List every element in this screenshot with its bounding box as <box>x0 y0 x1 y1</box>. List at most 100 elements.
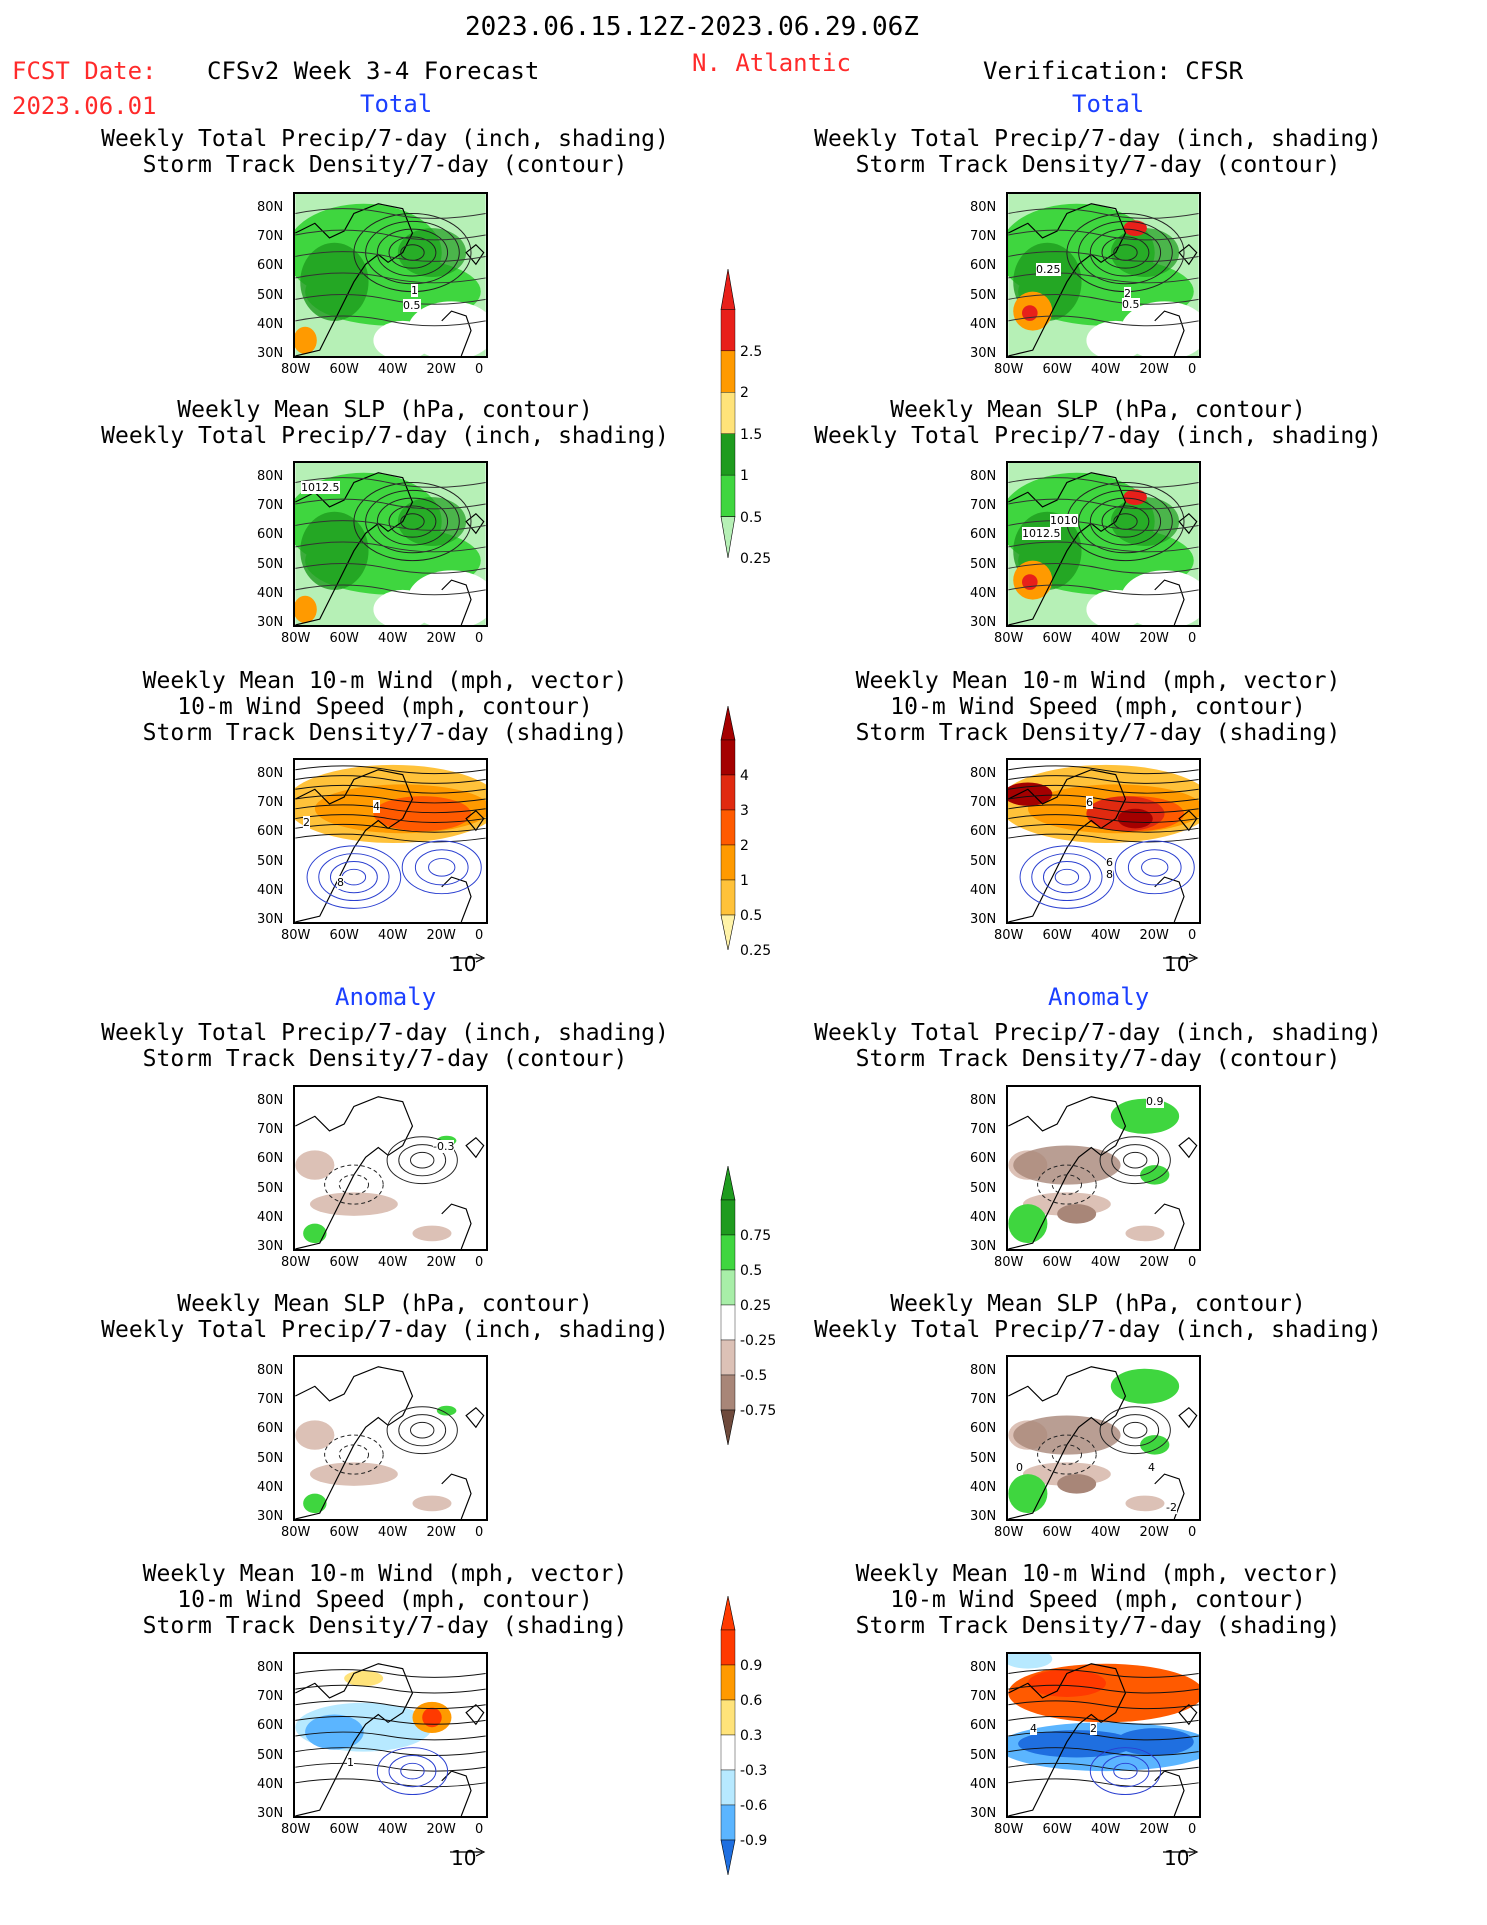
lon-tick-label: 0 <box>475 1822 484 1837</box>
lon-tick-label: 0 <box>1188 1525 1197 1540</box>
contour-label: 2 <box>303 816 310 829</box>
lat-tick-label: 60N <box>970 824 997 840</box>
lat-tick-label: 60N <box>970 1718 997 1734</box>
contour-label: 0.9 <box>1146 1095 1164 1108</box>
lon-tick-label: 0 <box>1188 1255 1197 1270</box>
lon-tick-label: 20W <box>1139 362 1169 377</box>
vector-reference-label: 10 <box>1164 1846 1190 1870</box>
lat-tick-label: 40N <box>970 316 997 332</box>
lat-tick-label: 40N <box>257 1209 284 1225</box>
contour-label: 0 <box>1016 1461 1023 1474</box>
lon-tick-label: 20W <box>426 631 456 646</box>
lat-tick-label: 30N <box>257 1239 284 1254</box>
lat-tick-label: 70N <box>257 229 284 245</box>
colorbar-label: -0.25 <box>740 1333 777 1349</box>
lon-tick-label: 60W <box>1042 1255 1072 1270</box>
colorbar-label: -0.3 <box>740 1763 768 1779</box>
lat-tick-label: 80N <box>257 1363 284 1378</box>
colorbar-label: 0.6 <box>740 1693 763 1709</box>
lon-tick-label: 40W <box>378 1525 408 1540</box>
colorbar-label: 0.25 <box>740 943 772 959</box>
map-panel <box>1006 758 1201 924</box>
lat-tick-label: 80N <box>970 766 997 781</box>
lon-tick-label: 0 <box>1188 1822 1197 1837</box>
lon-tick-label: 20W <box>1139 631 1169 646</box>
lat-tick-label: 40N <box>970 585 997 601</box>
panel-title-line: Storm Track Density/7-day (shading) <box>855 720 1341 746</box>
anomaly-label-right: Anomaly <box>1048 983 1150 1011</box>
colorbar-label: -0.6 <box>740 1798 768 1814</box>
lat-tick-label: 70N <box>257 1689 284 1705</box>
panel-title-line: Weekly Mean 10-m Wind (mph, vector) <box>855 668 1341 694</box>
contour-label: 1012.5 <box>301 481 340 494</box>
lat-tick-label: 80N <box>257 1093 284 1108</box>
lat-tick-label: 70N <box>970 229 997 245</box>
lat-tick-label: 60N <box>970 527 997 543</box>
lat-tick-label: 30N <box>257 615 284 630</box>
panel-title-line: Weekly Mean 10-m Wind (mph, vector) <box>142 1561 628 1587</box>
lat-tick-label: 30N <box>257 1509 284 1524</box>
vector-reference-arrow <box>448 1838 488 1862</box>
colorbar-label: 0.3 <box>740 1728 763 1744</box>
lon-tick-label: 0 <box>1188 928 1197 943</box>
lon-tick-label: 40W <box>378 1822 408 1837</box>
lon-tick-label: 40W <box>378 631 408 646</box>
lat-tick-label: 70N <box>970 498 997 514</box>
colorbar-label: 1 <box>740 873 749 889</box>
panel-title-line: 10-m Wind Speed (mph, contour) <box>177 1587 593 1613</box>
lon-tick-label: 20W <box>1139 928 1169 943</box>
panel-title-line: Weekly Total Precip/7-day (inch, shading… <box>101 126 669 152</box>
lat-tick-label: 50N <box>970 287 997 303</box>
lat-tick-label: 50N <box>970 556 997 572</box>
lon-tick-label: 60W <box>1042 362 1072 377</box>
map-panel <box>1006 1085 1201 1251</box>
lon-tick-label: 20W <box>426 1255 456 1270</box>
lat-tick-label: 70N <box>257 795 284 811</box>
lat-tick-label: 60N <box>970 1151 997 1167</box>
lon-tick-label: 80W <box>994 631 1024 646</box>
lon-tick-label: 40W <box>378 1255 408 1270</box>
lat-tick-label: 60N <box>257 1718 284 1734</box>
lon-tick-label: 80W <box>994 362 1024 377</box>
lat-tick-label: 80N <box>970 1093 997 1108</box>
lat-tick-label: 80N <box>970 469 997 484</box>
lon-tick-label: 20W <box>1139 1822 1169 1837</box>
lat-tick-label: 70N <box>970 1392 997 1408</box>
lat-tick-label: 30N <box>970 912 997 927</box>
panel-title-line: Storm Track Density/7-day (shading) <box>142 720 628 746</box>
lat-tick-label: 40N <box>257 585 284 601</box>
panel-title-line: 10-m Wind Speed (mph, contour) <box>890 694 1306 720</box>
lon-tick-label: 0 <box>475 631 484 646</box>
panel-title-line: Storm Track Density/7-day (contour) <box>855 1046 1341 1072</box>
contour-label: 2 <box>1124 287 1131 300</box>
panel-title-line: Storm Track Density/7-day (contour) <box>855 152 1341 178</box>
vector-reference-arrow <box>1161 944 1201 968</box>
lon-tick-label: 80W <box>994 1255 1024 1270</box>
lon-tick-label: 40W <box>1091 1525 1121 1540</box>
lat-tick-label: 60N <box>257 1421 284 1437</box>
lat-tick-label: 30N <box>970 1806 997 1821</box>
lat-tick-label: 50N <box>257 287 284 303</box>
panel-title-line: Weekly Mean 10-m Wind (mph, vector) <box>142 668 628 694</box>
panel-title-line: Weekly Total Precip/7-day (inch, shading… <box>814 126 1382 152</box>
map-panel <box>293 1085 488 1251</box>
lon-tick-label: 60W <box>1042 631 1072 646</box>
map-panel <box>1006 1355 1201 1521</box>
panel-title-line: 10-m Wind Speed (mph, contour) <box>890 1587 1306 1613</box>
lat-tick-label: 70N <box>970 1122 997 1138</box>
panel-title-line: Weekly Mean SLP (hPa, contour) <box>177 397 593 423</box>
panel-title-line: Weekly Mean SLP (hPa, contour) <box>890 397 1306 423</box>
panel-title-line: Weekly Total Precip/7-day (inch, shading… <box>814 1317 1382 1343</box>
region-title: N. Atlantic <box>692 49 851 77</box>
lat-tick-label: 60N <box>257 1151 284 1167</box>
colorbar-label: 0.5 <box>740 509 763 526</box>
lon-tick-label: 0 <box>1188 631 1197 646</box>
colorbar-label: 1 <box>740 468 749 485</box>
lat-tick-label: 60N <box>970 258 997 274</box>
contour-label: 1012.5 <box>1022 527 1061 540</box>
lat-tick-label: 40N <box>970 1209 997 1225</box>
colorbar-label: 0.25 <box>740 551 772 567</box>
lat-tick-label: 30N <box>257 1806 284 1821</box>
contour-label: 8 <box>337 876 344 889</box>
lat-tick-label: 70N <box>970 795 997 811</box>
